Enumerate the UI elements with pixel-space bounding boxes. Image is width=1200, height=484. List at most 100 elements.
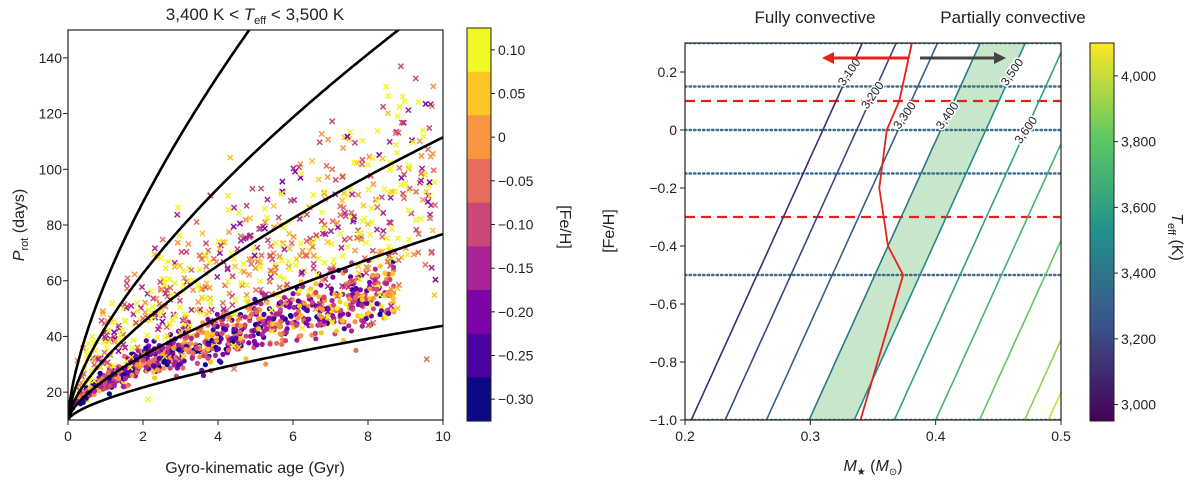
right-y-label: [Fe/H]	[601, 209, 618, 253]
scatter-cross	[368, 205, 375, 212]
scatter-cross	[176, 262, 183, 269]
scatter-cross	[174, 204, 182, 211]
scatter-cross	[256, 278, 264, 285]
scatter-dot	[161, 365, 167, 371]
scatter-cross	[313, 232, 320, 239]
scatter-dot	[370, 272, 376, 278]
gyrochrone-curve	[68, 30, 401, 420]
left-y-tick-label: 40	[46, 328, 62, 344]
scatter-cross	[379, 155, 386, 162]
scatter-cross	[386, 138, 393, 146]
scatter-cross	[220, 305, 227, 313]
scatter-cross	[115, 347, 122, 355]
scatter-cross	[394, 235, 401, 242]
scatter-dot	[360, 293, 366, 299]
scatter-cross	[99, 308, 107, 315]
scatter-dot	[353, 285, 359, 292]
scatter-cross	[369, 247, 376, 254]
scatter-cross	[261, 219, 269, 226]
scatter-cross	[290, 165, 297, 172]
scatter-dot	[205, 346, 211, 352]
scatter-cross	[167, 284, 174, 291]
scatter-dot	[162, 358, 168, 364]
scatter-cross	[95, 355, 102, 362]
scatter-dot	[303, 320, 309, 326]
scatter-dot	[270, 321, 276, 327]
scatter-cross	[229, 273, 236, 280]
scatter-cross	[388, 286, 395, 293]
scatter-cross	[388, 225, 396, 233]
scatter-cross	[303, 252, 310, 259]
scatter-cross	[280, 275, 288, 282]
scatter-dot	[374, 272, 380, 278]
right-x-tick-label: 0.4	[926, 428, 946, 444]
scatter-dot	[359, 313, 365, 319]
teff-contour-line	[853, 43, 1027, 420]
scatter-cross	[251, 252, 258, 259]
scatter-cross	[384, 258, 391, 265]
scatter-cross	[323, 162, 330, 170]
scatter-dot	[374, 286, 380, 292]
scatter-dot	[278, 299, 284, 305]
scatter-cross	[178, 248, 185, 256]
right-x-label-star: ★	[857, 467, 866, 478]
scatter-cross	[236, 314, 243, 321]
scatter-cross	[224, 264, 231, 272]
scatter-dot	[202, 362, 208, 368]
scatter-dot	[301, 300, 307, 306]
scatter-cross	[333, 219, 341, 227]
scatter-dot	[231, 326, 237, 332]
scatter-cross	[308, 157, 316, 165]
scatter-cross	[286, 230, 293, 237]
scatter-cross	[324, 136, 332, 143]
scatter-dot	[200, 329, 206, 335]
scatter-cross	[316, 139, 323, 146]
scatter-cross	[110, 329, 118, 336]
scatter-cross	[380, 209, 387, 217]
scatter-dot	[306, 316, 312, 322]
scatter-cross	[174, 239, 181, 246]
left-y-label-units: (days)	[11, 189, 28, 238]
scatter-cross	[339, 197, 346, 204]
scatter-dot	[259, 341, 265, 347]
scatter-dot	[319, 306, 326, 313]
right-colorbar-tick-label: 3,000	[1121, 397, 1156, 413]
scatter-dot	[151, 363, 157, 369]
scatter-cross	[264, 237, 271, 244]
scatter-dot	[214, 311, 220, 317]
scatter-cross	[121, 344, 129, 351]
scatter-cross	[361, 215, 368, 222]
scatter-cross	[385, 92, 392, 100]
scatter-cross	[406, 185, 413, 192]
scatter-cross	[395, 257, 402, 264]
scatter-cross	[250, 245, 258, 252]
scatter-dot	[134, 362, 140, 368]
scatter-cross	[423, 188, 430, 195]
scatter-cross	[386, 166, 393, 174]
scatter-dot	[176, 347, 182, 353]
scatter-cross	[412, 75, 419, 82]
scatter-cross	[428, 264, 435, 271]
scatter-cross	[286, 245, 293, 252]
scatter-cross	[417, 177, 425, 184]
scatter-cross	[339, 173, 346, 181]
scatter-cross	[122, 317, 129, 325]
right-x-tick-label: 0.3	[801, 428, 821, 444]
scatter-cross	[275, 214, 282, 221]
scatter-cross	[412, 216, 420, 224]
scatter-dot	[255, 326, 262, 332]
scatter-cross	[351, 139, 359, 146]
scatter-cross	[169, 316, 176, 324]
scatter-cross	[230, 223, 237, 230]
teff-contour-line	[808, 43, 981, 420]
scatter-dot	[277, 307, 284, 313]
scatter-cross	[415, 249, 422, 256]
scatter-cross	[196, 252, 203, 259]
scatter-dot	[337, 312, 343, 318]
scatter-cross	[154, 334, 161, 341]
scatter-dot	[220, 351, 226, 357]
scatter-cross	[109, 300, 116, 307]
scatter-cross	[124, 275, 131, 282]
scatter-cross	[176, 303, 183, 311]
